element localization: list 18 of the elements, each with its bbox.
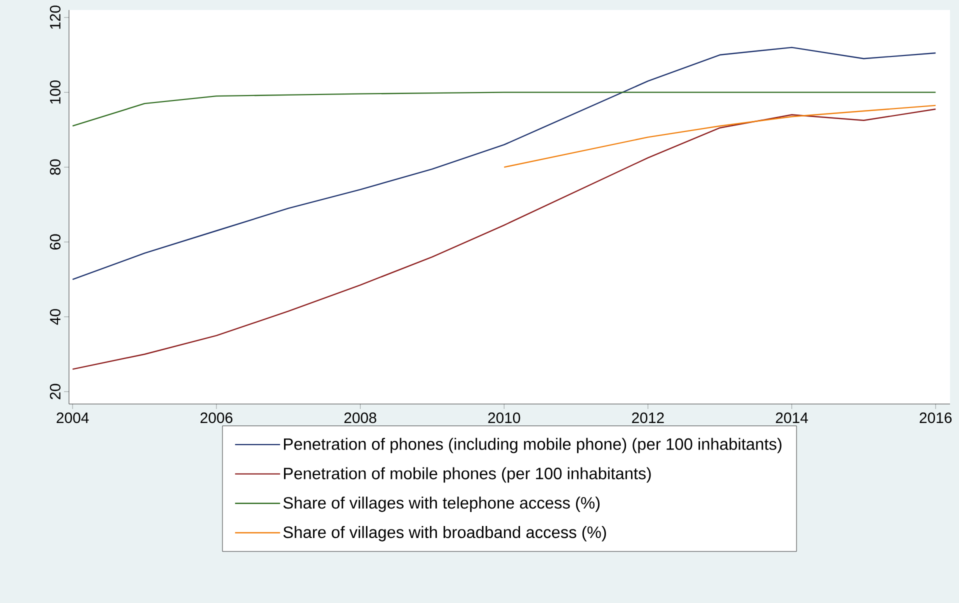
x-tick-label: 2014 bbox=[776, 412, 808, 424]
y-tick-label: 20 bbox=[50, 384, 60, 400]
legend-label: Penetration of mobile phones (per 100 inhabitants) bbox=[284, 467, 651, 483]
x-tick-label: 2016 bbox=[920, 412, 952, 424]
y-tick-label: 80 bbox=[50, 159, 60, 175]
legend-label: Share of villages with telephone access (%) bbox=[283, 496, 600, 512]
y-tick-label: 100 bbox=[50, 80, 60, 104]
x-tick-label: 2008 bbox=[344, 412, 376, 424]
line-series bbox=[504, 104, 936, 168]
legend-label: Share of villages with broadband access (%) bbox=[283, 526, 606, 542]
legend-label: Penetration of phones (including mobile phone) (per 100 inhabitants) bbox=[284, 438, 782, 454]
x-tick-label: 2010 bbox=[488, 412, 520, 424]
y-tick-label: 60 bbox=[50, 234, 60, 250]
y-tick-label: 120 bbox=[50, 6, 60, 29]
x-tick-label: 2012 bbox=[632, 412, 664, 424]
x-tick-label: 2004 bbox=[56, 412, 89, 424]
x-tick-label: 2006 bbox=[200, 412, 232, 424]
y-tick-label: 40 bbox=[50, 309, 60, 325]
